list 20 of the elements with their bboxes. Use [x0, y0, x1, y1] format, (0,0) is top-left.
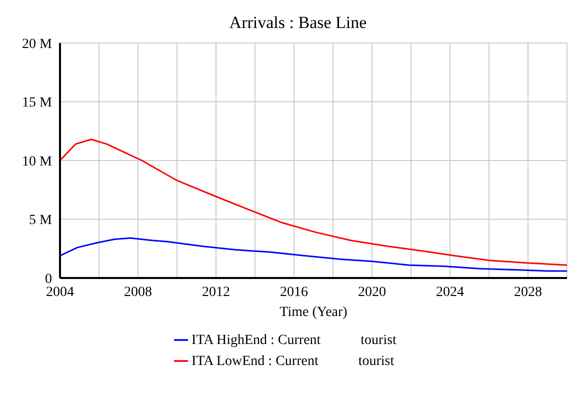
line-series: [60, 138, 567, 266]
y-tick-label: 0: [45, 272, 52, 287]
legend-label: ITA HighEnd : Current: [192, 333, 321, 348]
y-tick-label: 5 M: [29, 213, 53, 228]
x-tick-label: 2020: [358, 284, 386, 300]
y-tick-label: 15 M: [22, 96, 53, 111]
line-series: [60, 237, 567, 272]
chart-title: Arrivals : Base Line: [229, 13, 367, 32]
x-tick-label: 2012: [202, 284, 230, 300]
legend-label: ITA LowEnd : Current: [192, 354, 318, 369]
x-tick-label: 2024: [436, 284, 464, 300]
y-tick-label: 20 M: [22, 36, 53, 52]
x-tick-label: 2004: [46, 284, 74, 300]
text: tourist: [360, 333, 396, 348]
x-tick-label: 2008: [124, 284, 152, 300]
x-tick-label: 2016: [280, 284, 308, 300]
text: tourist: [357, 354, 394, 369]
x-tick-label: 2028: [514, 284, 542, 300]
y-tick-label: 10 M: [22, 154, 53, 170]
x-axis-title: Time (Year): [280, 305, 348, 320]
